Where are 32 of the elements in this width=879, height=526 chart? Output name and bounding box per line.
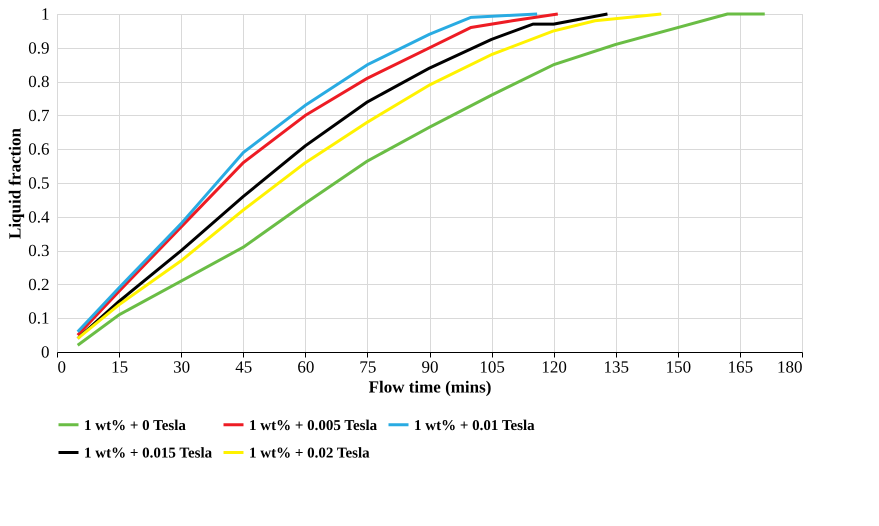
y-tick-label: 0.9 <box>28 38 50 58</box>
x-tick-label: 135 <box>604 358 629 376</box>
legend-label: 1 wt% + 0.02 Tesla <box>249 446 370 462</box>
y-tick-label: 0.7 <box>28 106 50 125</box>
y-axis-title: Liquid fraction <box>5 127 24 239</box>
legend-label: 1 wt% + 0.015 Tesla <box>84 446 213 462</box>
y-tick-label: 0.4 <box>28 207 50 226</box>
x-tick-label: 15 <box>111 358 128 376</box>
x-tick-label: 60 <box>297 358 314 376</box>
x-tick-label: 120 <box>541 358 567 376</box>
legend-label: 1 wt% + 0.005 Tesla <box>249 418 378 434</box>
y-tick-label: 0 <box>41 342 50 362</box>
x-axis-title: Flow time (mins) <box>368 378 492 396</box>
y-tick-label: 0.8 <box>28 72 50 92</box>
x-tick-label: 90 <box>422 358 438 376</box>
x-tick-label: 75 <box>359 358 376 376</box>
y-tick-label: 0.3 <box>28 241 50 260</box>
x-tick-label: 180 <box>777 358 802 376</box>
y-tick-label: 1 <box>41 4 50 24</box>
x-tick-label: 150 <box>666 358 692 376</box>
legend-label: 1 wt% + 0.01 Tesla <box>414 418 536 434</box>
x-tick-label: 0 <box>58 358 66 376</box>
line-series <box>76 12 766 347</box>
legend-label: 1 wt% + 0 Tesla <box>84 418 186 434</box>
y-tick-label: 0.5 <box>28 174 50 192</box>
x-tick-label: 105 <box>479 358 505 376</box>
x-tick-label: 45 <box>235 358 252 376</box>
y-tick-label: 0.2 <box>28 274 50 294</box>
x-tick-label: 30 <box>173 358 190 376</box>
x-tick-label: 165 <box>728 358 754 376</box>
y-tick-label: 0.6 <box>28 140 50 159</box>
y-tick-label: 0.1 <box>28 308 50 328</box>
